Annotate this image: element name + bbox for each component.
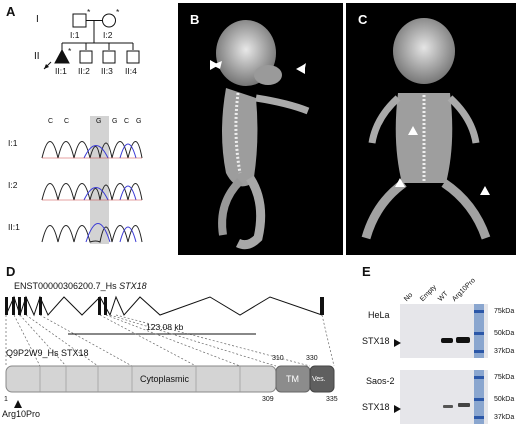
base-call: G <box>136 118 142 125</box>
cell-line-label: HeLa <box>368 310 390 320</box>
arrowhead-icon <box>408 126 418 135</box>
pedigree-id: II:2 <box>78 66 90 76</box>
pedigree-lines <box>43 13 140 70</box>
carrier-mark: * <box>87 7 91 17</box>
marker-label: 75kDa <box>494 308 515 315</box>
gene-symbol: STX18 <box>119 281 147 291</box>
domain-ves: Ves. <box>312 376 326 383</box>
variant-label: Arg10Pro <box>2 409 41 419</box>
blot-saos2 <box>400 370 488 424</box>
transcript-id: ENST00000306200.7_Hs <box>14 281 117 291</box>
protein-id: Q9P2W9_Hs STX18 <box>6 348 89 358</box>
scale-length: 123.08 kb <box>146 322 184 332</box>
pedigree-id: I:2 <box>103 30 113 40</box>
pedigree-id: II:4 <box>125 66 137 76</box>
position-330: 330 <box>306 355 318 362</box>
blot-target-label: STX18 <box>362 336 390 346</box>
domain-tm: TM <box>286 374 299 384</box>
panel-label-d: D <box>6 264 16 279</box>
band-arrow-icon <box>394 339 401 347</box>
arrowhead-icon <box>296 64 305 74</box>
band-arrow-icon <box>394 405 401 413</box>
position-1: 1 <box>4 396 8 403</box>
chromatogram-row-label: I:2 <box>8 180 18 190</box>
marker-label: 75kDa <box>494 374 515 381</box>
panel-label-c: C <box>358 12 368 27</box>
fetus-lateral-image <box>212 20 310 250</box>
blot-hela <box>400 304 488 358</box>
chromatogram-row-label: I:1 <box>8 138 18 148</box>
base-call: C <box>124 118 130 125</box>
base-call: C <box>64 118 70 125</box>
marker-label: 50kDa <box>494 330 515 337</box>
pedigree-id: II:3 <box>101 66 113 76</box>
generation-label-2: II <box>34 51 40 62</box>
variant-highlight <box>90 116 109 244</box>
saos2-bands <box>443 370 484 424</box>
arrowhead-icon <box>395 178 405 187</box>
base-call: C <box>48 118 54 125</box>
marker-label: 50kDa <box>494 396 515 403</box>
chromatogram-row-label: II:1 <box>8 222 20 232</box>
chromatogram-traces <box>41 141 143 243</box>
hela-bands <box>441 304 484 358</box>
position-310: 310 <box>272 355 284 362</box>
marker-label: 37kDa <box>494 414 515 421</box>
position-335: 335 <box>326 396 338 403</box>
arrowhead-icon <box>210 60 219 70</box>
pedigree-id: I:1 <box>70 30 80 40</box>
domain-cytoplasmic: Cytoplasmic <box>140 374 190 384</box>
xray-lateral <box>178 3 343 255</box>
generation-label-1: I <box>36 14 39 25</box>
base-call: G <box>96 118 102 125</box>
cell-line-label: Saos-2 <box>366 376 395 386</box>
marker-label: 37kDa <box>494 348 515 355</box>
panel-label-b: B <box>190 12 200 27</box>
position-309: 309 <box>262 396 274 403</box>
blot-target-label: STX18 <box>362 402 390 412</box>
panel-label-e: E <box>362 264 371 279</box>
arrowhead-icon <box>480 186 490 195</box>
panel-label-a: A <box>6 4 16 19</box>
carrier-mark: * <box>68 46 72 56</box>
pedigree-id: II:1 <box>55 66 67 76</box>
base-call: G <box>112 118 118 125</box>
transcript-label: ENST00000306200.7_Hs STX18 <box>14 281 147 291</box>
carrier-mark: * <box>116 7 120 17</box>
